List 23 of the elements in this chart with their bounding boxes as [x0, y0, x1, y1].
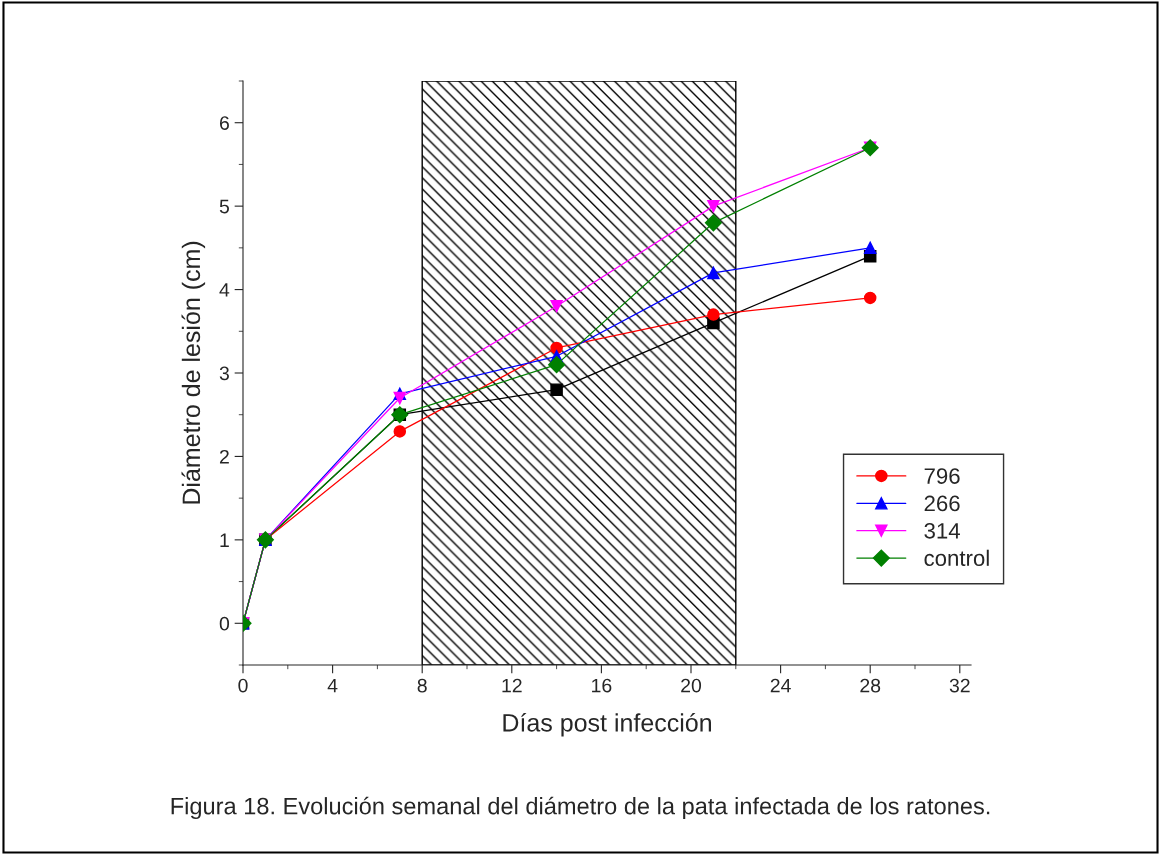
legend-label: 796 — [924, 468, 960, 484]
y-tick-label: 0 — [219, 616, 230, 631]
x-tick-label: 16 — [592, 678, 612, 693]
x-tick-label: 24 — [770, 678, 791, 693]
x-tick-label: 4 — [327, 678, 338, 693]
y-tick-label: 5 — [219, 199, 229, 214]
x-tick-label: 0 — [238, 678, 248, 693]
x-tick-label: 20 — [681, 678, 702, 693]
y-tick-label: 1 — [220, 533, 229, 547]
text: Figura 18. Evolución semanal del diámetro de la pata infectada de los ratones. — [171, 796, 990, 820]
y-tick-label: 3 — [219, 366, 229, 381]
x-tick-label: 32 — [949, 678, 970, 693]
x-tick-label: 12 — [502, 678, 522, 693]
x-tick-label: 8 — [417, 678, 427, 693]
legend-label: control — [924, 549, 989, 567]
y-tick-label: 4 — [219, 283, 230, 297]
y-tick-label: 2 — [219, 449, 229, 464]
y-axis-title: Diámetro de lesión (cm) — [181, 241, 206, 504]
legend-label: 266 — [924, 495, 960, 512]
x-tick-label: 28 — [860, 678, 881, 693]
legend-label: 314 — [924, 522, 960, 539]
x-axis-title: Días post infección — [503, 712, 711, 737]
y-tick-label: 6 — [219, 116, 229, 130]
